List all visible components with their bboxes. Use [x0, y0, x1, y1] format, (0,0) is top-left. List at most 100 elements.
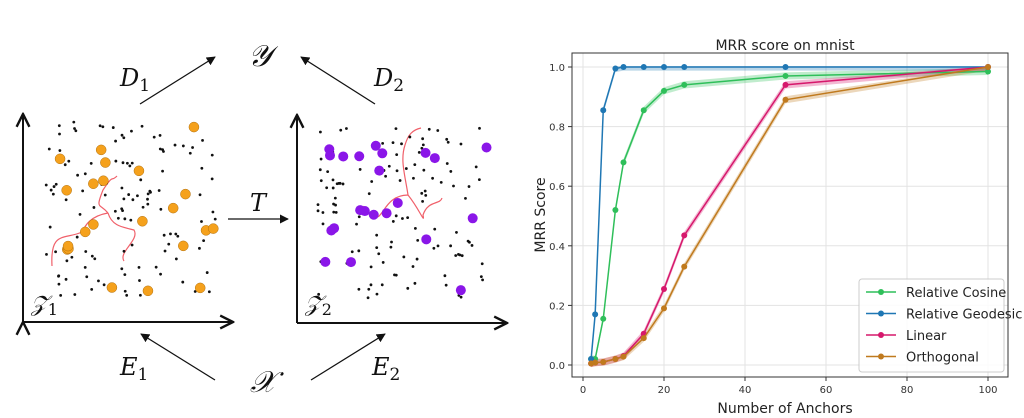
- latent-point: [394, 273, 398, 277]
- latent-point: [123, 273, 127, 277]
- anchor-point: [54, 153, 66, 165]
- latent-point: [406, 216, 410, 220]
- latent-point: [431, 176, 434, 180]
- x-tick-label: 100: [978, 385, 997, 396]
- latent-point: [444, 283, 448, 287]
- x-tick-label: 20: [658, 385, 671, 396]
- latent-point: [357, 249, 361, 253]
- latent-point: [141, 205, 145, 209]
- latent-point: [125, 293, 129, 297]
- orthogonal-point: [612, 356, 619, 363]
- latent-point: [325, 186, 329, 190]
- latent-point: [478, 126, 481, 130]
- latent-point: [205, 271, 209, 274]
- orthogonal-point: [985, 64, 991, 70]
- y-tick-label: 0.2: [549, 301, 565, 312]
- latent-point: [114, 159, 118, 163]
- latent-point: [84, 250, 88, 253]
- latent-point: [122, 136, 126, 140]
- latent-point: [319, 157, 323, 161]
- anchor-point: [370, 140, 381, 151]
- latent-point: [370, 180, 374, 183]
- latent-point: [159, 272, 162, 276]
- latent-point: [321, 222, 325, 226]
- legend-swatch-marker: [878, 289, 884, 295]
- anchor-point: [100, 157, 111, 168]
- relative-geodesic-point: [600, 107, 607, 114]
- latent-point: [413, 226, 417, 230]
- latent-point: [213, 217, 217, 221]
- orthogonal-point: [782, 96, 789, 103]
- latent-point: [416, 238, 420, 242]
- latent-point: [154, 265, 158, 269]
- latent-point: [63, 163, 67, 167]
- latent-point: [404, 167, 408, 170]
- anchor-point: [368, 209, 379, 220]
- anchor-point: [392, 197, 403, 208]
- latent-point: [73, 127, 76, 130]
- latent-point: [474, 165, 478, 169]
- relative-geodesic-point: [640, 64, 647, 70]
- latent-point: [89, 162, 93, 165]
- anchor-point: [381, 208, 392, 219]
- anchor-point: [133, 165, 145, 177]
- latent-point: [148, 189, 152, 193]
- z2-label: 𝒵2: [304, 292, 332, 319]
- latent-point: [466, 239, 470, 243]
- latent-point: [120, 207, 124, 211]
- plot-frame: [571, 52, 1009, 378]
- latent-point: [51, 192, 55, 196]
- latent-point: [445, 137, 449, 141]
- latent-point: [406, 286, 410, 290]
- relative-cosine-point: [681, 81, 688, 88]
- latent-point: [48, 225, 52, 229]
- latent-point: [369, 283, 373, 287]
- relative-geodesic-point: [782, 64, 789, 70]
- legend-swatch-marker: [878, 332, 884, 338]
- latent-point: [389, 245, 393, 249]
- latent-point: [331, 186, 335, 190]
- latent-point: [191, 146, 194, 149]
- latent-point: [85, 275, 89, 279]
- d2-label: D2: [373, 64, 404, 96]
- latent-point: [188, 151, 192, 155]
- anchor-point: [320, 256, 331, 267]
- latent-point: [384, 174, 387, 178]
- latent-point: [390, 240, 393, 244]
- latent-point: [210, 153, 214, 157]
- latent-point: [413, 281, 417, 285]
- latent-point: [58, 132, 61, 136]
- latent-point: [413, 163, 417, 167]
- latent-point: [357, 215, 361, 219]
- anchor-point: [455, 285, 466, 296]
- z2-points: [316, 126, 492, 300]
- latent-point: [162, 233, 166, 237]
- chart-title: MRR score on mnist: [715, 38, 855, 54]
- anchor-point: [188, 121, 200, 133]
- latent-point: [467, 185, 471, 188]
- latent-point: [137, 265, 141, 269]
- relative-geodesic-point: [592, 311, 599, 318]
- latent-point: [146, 202, 150, 206]
- anchor-point: [467, 213, 478, 224]
- latent-point: [70, 255, 74, 259]
- latent-point: [319, 130, 322, 134]
- relative-geodesic-line: [590, 66, 988, 360]
- latent-point: [394, 214, 398, 218]
- latent-point: [421, 199, 424, 203]
- latent-point: [59, 293, 63, 297]
- legend-label: Linear: [906, 329, 947, 344]
- latent-point: [341, 182, 345, 186]
- latent-point: [423, 189, 427, 193]
- latent-point: [45, 252, 48, 256]
- relative-cosine-point: [620, 159, 627, 166]
- latent-point: [391, 141, 395, 145]
- latent-point: [90, 254, 94, 258]
- latent-point: [421, 137, 425, 141]
- y-axis-label: MRR Score: [533, 177, 549, 252]
- relative-cosine-point: [612, 207, 619, 214]
- x-tick-label: 80: [901, 385, 914, 396]
- d2-arrow: [300, 56, 376, 105]
- relative-geodesic-point: [661, 64, 667, 70]
- anchor-point: [355, 205, 366, 216]
